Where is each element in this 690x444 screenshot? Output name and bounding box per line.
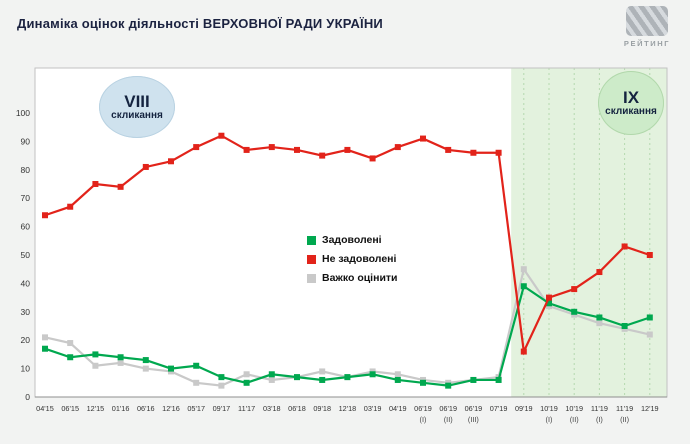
svg-text:(ІІ): (ІІ) [620, 415, 629, 424]
svg-text:90: 90 [21, 136, 31, 146]
svg-text:10'19: 10'19 [540, 404, 558, 413]
svg-text:100: 100 [16, 108, 30, 118]
svg-text:80: 80 [21, 165, 31, 175]
svg-text:(І): (І) [420, 415, 427, 424]
badge-viii-convocation: VIII скликання [99, 76, 175, 138]
svg-text:06'19: 06'19 [439, 404, 457, 413]
badge-ix-label: скликання [605, 106, 657, 118]
svg-text:(І): (І) [546, 415, 553, 424]
page-title: Динаміка оцінок діяльності ВЕРХОВНОЇ РАД… [17, 16, 383, 31]
svg-text:06'19: 06'19 [414, 404, 432, 413]
legend-item-not-satisfied: Не задоволені [307, 253, 398, 265]
svg-text:12'18: 12'18 [339, 404, 357, 413]
svg-text:60: 60 [21, 222, 31, 232]
legend-item-hard-to-say: Важко оцінити [307, 272, 398, 284]
badge-viii-number: VIII [124, 91, 150, 111]
svg-text:03'19: 03'19 [364, 404, 382, 413]
svg-text:11'17: 11'17 [238, 404, 255, 413]
svg-text:(ІІ): (ІІ) [444, 415, 453, 424]
svg-text:11'19: 11'19 [591, 404, 608, 413]
svg-text:06'19: 06'19 [465, 404, 483, 413]
legend-label-satisfied: Задоволені [322, 234, 382, 246]
legend-swatch [307, 235, 316, 245]
legend-label-not-satisfied: Не задоволені [322, 253, 397, 265]
badge-ix-number: ІХ [622, 87, 640, 107]
badge-ix-convocation: ІХ скликання [598, 71, 664, 135]
rating-group-logo: РЕЙТИНГ [618, 6, 676, 48]
legend-swatch [307, 254, 316, 264]
svg-text:09'17: 09'17 [213, 404, 231, 413]
svg-text:06'15: 06'15 [61, 404, 79, 413]
svg-text:50: 50 [21, 250, 31, 260]
svg-text:20: 20 [21, 335, 31, 345]
svg-text:01'16: 01'16 [112, 404, 130, 413]
svg-text:70: 70 [21, 193, 31, 203]
legend-label-hard-to-say: Важко оцінити [322, 272, 398, 284]
rating-logo-icon [626, 6, 668, 36]
svg-text:0: 0 [25, 392, 30, 402]
svg-text:10: 10 [21, 364, 31, 374]
svg-text:(І): (І) [596, 415, 603, 424]
badge-viii-label: скликання [111, 110, 163, 122]
svg-text:03'18: 03'18 [263, 404, 281, 413]
svg-text:30: 30 [21, 307, 31, 317]
svg-text:06'16: 06'16 [137, 404, 155, 413]
chart: 0 10 20 30 40 50 60 70 80 90 100 04'15 06'15 12'15 01'… [11, 62, 679, 436]
legend-item-satisfied: Задоволені [307, 234, 398, 246]
svg-text:09'18: 09'18 [313, 404, 331, 413]
svg-text:11'19: 11'19 [616, 404, 633, 413]
svg-text:04'15: 04'15 [36, 404, 54, 413]
chart-legend: Задоволені Не задоволені Важко оцінити [307, 234, 398, 284]
svg-text:06'18: 06'18 [288, 404, 306, 413]
svg-text:12'15: 12'15 [87, 404, 105, 413]
legend-swatch [307, 273, 316, 283]
svg-text:10'19: 10'19 [565, 404, 583, 413]
svg-text:05'17: 05'17 [187, 404, 205, 413]
svg-text:(ІІ): (ІІ) [570, 415, 579, 424]
svg-text:12'19: 12'19 [641, 404, 659, 413]
rating-logo-text: РЕЙТИНГ [623, 39, 671, 48]
svg-text:(ІІІ): (ІІІ) [468, 415, 479, 424]
svg-text:04'19: 04'19 [389, 404, 407, 413]
svg-text:07'19: 07'19 [490, 404, 508, 413]
svg-text:40: 40 [21, 278, 31, 288]
svg-text:12'16: 12'16 [162, 404, 180, 413]
svg-text:09'19: 09'19 [515, 404, 533, 413]
